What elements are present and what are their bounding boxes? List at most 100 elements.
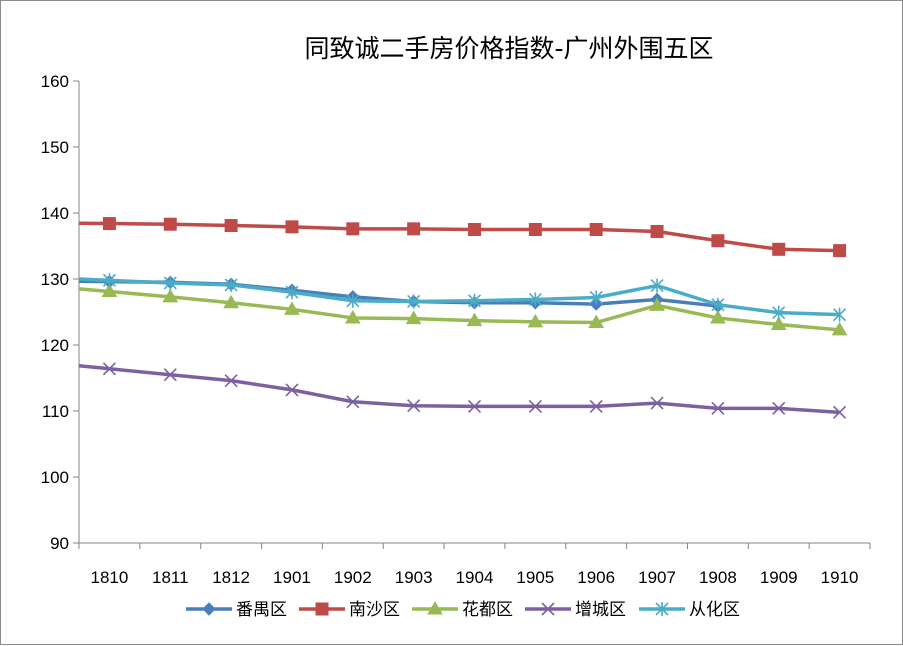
data-point xyxy=(650,278,664,293)
x-tick-label: 1906 xyxy=(577,568,615,587)
data-point xyxy=(650,224,664,238)
data-point xyxy=(710,309,726,324)
data-point xyxy=(102,273,116,288)
data-point xyxy=(833,405,847,419)
data-point xyxy=(589,223,603,236)
data-point xyxy=(466,312,483,327)
x-tick-label: 1902 xyxy=(334,568,372,587)
series-line xyxy=(78,287,840,332)
series-line xyxy=(78,221,840,253)
axes: 160 150 140 130 120 110 100 90 1810 1811 1812 1901 1… xyxy=(41,72,871,587)
x-tick-label: 1903 xyxy=(395,568,433,587)
legend-marker xyxy=(315,602,329,616)
legend-label: 番禺区 xyxy=(236,600,287,620)
x-tick-label: 1910 xyxy=(821,568,859,587)
series-group xyxy=(78,217,848,419)
data-point xyxy=(162,288,179,303)
data-point xyxy=(407,294,421,309)
legend: 番禺区 南沙区 花都区 增城区 从化区 xyxy=(186,600,740,620)
y-tick-label: 90 xyxy=(50,534,69,553)
y-tick-label: 160 xyxy=(41,72,69,91)
legend-item: 番禺区 xyxy=(186,600,287,620)
data-point xyxy=(224,219,238,233)
data-point xyxy=(102,362,116,376)
data-point xyxy=(223,294,239,309)
series-line xyxy=(78,277,840,317)
legend-label: 增城区 xyxy=(575,600,626,620)
data-point xyxy=(163,217,177,231)
data-point xyxy=(224,277,238,292)
data-point xyxy=(285,220,299,234)
x-tick-label: 1909 xyxy=(760,568,798,587)
y-tick-label: 140 xyxy=(41,204,69,223)
y-tick-label: 130 xyxy=(41,270,69,289)
data-point xyxy=(346,293,360,308)
legend-label: 花都区 xyxy=(462,600,513,620)
data-point xyxy=(772,305,786,320)
data-point xyxy=(346,222,360,236)
data-point xyxy=(649,297,665,311)
data-point xyxy=(528,399,542,413)
data-point xyxy=(468,223,481,236)
series-3 xyxy=(78,362,847,419)
data-point xyxy=(284,301,300,315)
chart-title: 同致诚二手房价格指数-广州外围五区 xyxy=(304,34,713,63)
data-point xyxy=(101,283,118,298)
data-point xyxy=(772,401,786,415)
data-point xyxy=(650,396,664,410)
data-point xyxy=(589,290,603,305)
series-1 xyxy=(78,217,847,258)
x-tick-label: 1811 xyxy=(152,568,189,587)
data-point xyxy=(344,309,361,324)
data-point xyxy=(405,310,422,325)
legend-item: 花都区 xyxy=(412,600,513,620)
data-point xyxy=(163,368,177,382)
data-point xyxy=(163,275,177,290)
legend-marker xyxy=(427,601,443,615)
legend-item: 从化区 xyxy=(639,600,740,620)
x-tick-label: 1905 xyxy=(516,568,554,587)
data-point xyxy=(833,307,847,322)
data-point xyxy=(224,374,238,388)
series-4 xyxy=(78,273,847,322)
x-tick-label: 1901 xyxy=(273,568,311,587)
series-2 xyxy=(78,283,848,336)
data-point xyxy=(528,292,542,307)
series-line xyxy=(78,364,840,415)
legend-item: 增城区 xyxy=(525,600,626,620)
x-tick-label: 1907 xyxy=(638,568,676,587)
data-point xyxy=(467,293,482,308)
legend-label: 从化区 xyxy=(689,600,740,620)
data-point xyxy=(527,313,544,328)
x-tick-label: 1908 xyxy=(699,568,737,587)
y-tick-label: 100 xyxy=(41,468,69,487)
series-0 xyxy=(78,274,725,313)
y-tick-label: 110 xyxy=(42,402,69,421)
x-tick-label: 1904 xyxy=(456,568,494,587)
legend-marker xyxy=(655,602,669,616)
data-point xyxy=(831,321,848,336)
data-point xyxy=(407,222,421,236)
legend-marker xyxy=(202,602,216,616)
data-point xyxy=(285,383,299,397)
legend-item: 南沙区 xyxy=(299,600,400,620)
data-point xyxy=(528,223,542,236)
data-point xyxy=(711,401,725,415)
data-point xyxy=(285,285,299,300)
x-tick-label: 1810 xyxy=(91,568,129,587)
data-point xyxy=(772,242,786,256)
data-point xyxy=(588,314,605,329)
legend-marker xyxy=(541,602,555,616)
data-point xyxy=(346,395,360,409)
data-point xyxy=(102,217,116,231)
legend-label: 南沙区 xyxy=(349,600,400,620)
data-point xyxy=(833,244,847,258)
data-point xyxy=(770,316,787,331)
x-tick-label: 1812 xyxy=(212,568,250,587)
data-point xyxy=(711,297,725,312)
data-point xyxy=(407,399,421,413)
y-tick-label: 150 xyxy=(41,138,69,157)
data-point xyxy=(467,399,482,413)
